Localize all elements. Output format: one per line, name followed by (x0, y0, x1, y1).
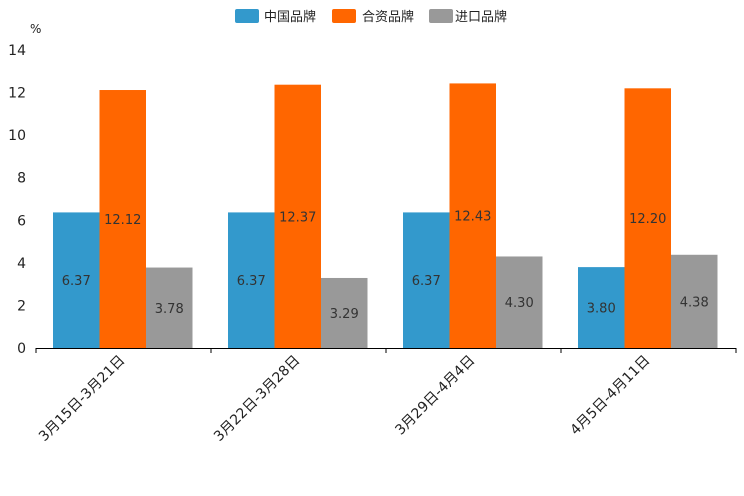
y-tick-label: 10 (8, 128, 26, 144)
bar (671, 254, 718, 348)
bar (99, 90, 146, 348)
y-tick-label: 4 (17, 256, 26, 272)
bar (228, 212, 275, 348)
y-tick-label: 0 (17, 341, 26, 357)
bar (274, 84, 321, 349)
data-label: 12.20 (629, 212, 666, 227)
data-label: 12.12 (104, 213, 141, 228)
bar (496, 256, 543, 348)
bar (321, 277, 368, 348)
y-unit-label: % (30, 22, 41, 36)
x-tick-label: 3月15日-3月21日 (36, 353, 128, 445)
data-label: 4.30 (505, 296, 534, 311)
legend-label: 进口品牌 (455, 9, 507, 25)
data-label: 4.38 (680, 295, 709, 310)
legend-label: 合资品牌 (362, 9, 414, 25)
data-label: 6.37 (237, 274, 266, 289)
y-tick-label: 2 (17, 298, 26, 314)
x-tick-label: 3月29日-4月4日 (392, 353, 478, 439)
data-label: 3.29 (330, 307, 359, 322)
y-tick-label: 6 (17, 213, 26, 229)
data-label: 12.43 (454, 210, 491, 225)
bar (624, 88, 671, 349)
data-label: 6.37 (412, 274, 441, 289)
data-label: 3.78 (155, 302, 184, 317)
bar (578, 267, 625, 348)
y-tick-label: 12 (8, 86, 26, 102)
legend-label: 中国品牌 (264, 9, 316, 25)
bar (146, 267, 193, 348)
legend-swatch (235, 9, 259, 23)
bar (403, 212, 450, 348)
legend-swatch (429, 9, 453, 23)
y-tick-label: 8 (17, 171, 26, 187)
bar (449, 83, 496, 348)
data-label: 6.37 (62, 274, 91, 289)
x-tick-label: 4月5日-4月11日 (567, 353, 653, 439)
bar (53, 212, 100, 348)
y-tick-label: 14 (8, 43, 26, 59)
legend-swatch (332, 9, 356, 23)
data-label: 3.80 (587, 302, 616, 317)
data-label: 12.37 (279, 210, 316, 225)
x-tick-label: 3月22日-3月28日 (211, 353, 303, 445)
